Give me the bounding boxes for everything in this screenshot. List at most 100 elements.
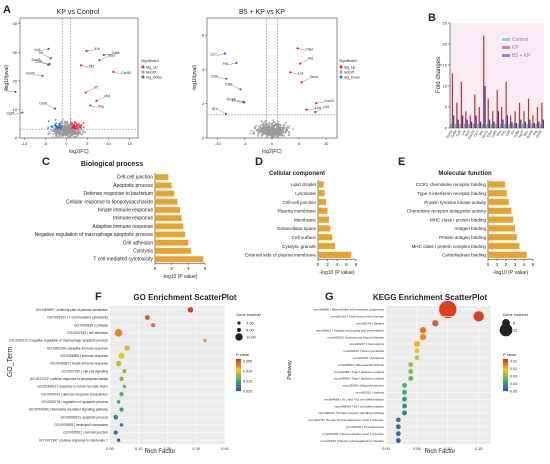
term-label: Type II interferon receptor binding bbox=[417, 191, 486, 196]
gene-label: Mx1 bbox=[104, 94, 110, 98]
volcano-point bbox=[285, 125, 288, 127]
term-label: Defense response to bacterium bbox=[84, 191, 153, 197]
term-label: MHC class I protein complex binding bbox=[411, 244, 486, 249]
volcano-point bbox=[262, 133, 265, 136]
volcano-point bbox=[257, 129, 260, 131]
term-label: GO:0019835 | cytolysis bbox=[74, 323, 108, 327]
label-leader bbox=[96, 96, 105, 102]
volcano-point bbox=[263, 128, 266, 131]
volcano-point bbox=[279, 126, 281, 129]
x-axis-label: -log10 (P value) bbox=[319, 270, 355, 276]
label-leader bbox=[217, 109, 227, 114]
fold-bar bbox=[538, 121, 540, 128]
x-tick-label: 6 bbox=[345, 262, 348, 267]
fold-bar bbox=[529, 119, 531, 128]
volcano-point bbox=[263, 121, 265, 124]
y-tick-label: 4 bbox=[202, 67, 205, 72]
term-label: Cytolysis bbox=[133, 249, 154, 255]
y-tick-label: 0 bbox=[202, 136, 205, 141]
size-legend-label: 11.00 bbox=[246, 335, 256, 340]
fold-bar bbox=[514, 111, 516, 128]
volcano-point bbox=[266, 129, 269, 132]
x-tick-label: 0.05 bbox=[413, 447, 420, 451]
fold-bar bbox=[504, 123, 506, 128]
p-legend-gradient bbox=[503, 389, 508, 392]
fold-bar bbox=[457, 119, 459, 128]
y-tick-label: 20 bbox=[13, 78, 18, 83]
term-label: mmu05332 | Graft-versus-host disease bbox=[331, 315, 385, 319]
p-legend-gradient bbox=[503, 387, 508, 390]
enrichment-point bbox=[395, 424, 401, 430]
term-label: Immune response bbox=[113, 216, 153, 222]
fold-bar bbox=[460, 81, 462, 128]
p-legend-gradient bbox=[236, 363, 241, 366]
term-bar bbox=[318, 242, 336, 250]
volcano-point bbox=[277, 135, 280, 138]
legend-entry: NoDiff bbox=[344, 71, 354, 75]
gene-label: Isg15 bbox=[7, 111, 15, 115]
gene-label: Tnf bbox=[38, 51, 43, 55]
fold-bar bbox=[450, 123, 452, 128]
term-bar bbox=[155, 223, 184, 230]
volcano-labeled-point bbox=[41, 74, 44, 77]
legend-swatch bbox=[339, 65, 343, 69]
volcano-point bbox=[65, 131, 68, 133]
fold-bar bbox=[520, 119, 522, 128]
p-legend-gradient bbox=[236, 367, 241, 369]
volcano-point bbox=[271, 130, 274, 133]
term-label: GO:0002250 | adaptive immune response bbox=[47, 346, 108, 350]
term-bar bbox=[488, 251, 527, 258]
volcano-point bbox=[47, 120, 50, 123]
volcano-point bbox=[265, 136, 268, 139]
volcano-point bbox=[284, 130, 287, 133]
y-tick-label: 20 bbox=[443, 42, 448, 47]
volcano-point bbox=[47, 126, 50, 129]
term-label: mmu04659 | Th17 cell differentiation bbox=[334, 404, 384, 408]
y-tick-label: 15 bbox=[443, 63, 448, 68]
volcano-point bbox=[49, 132, 52, 135]
panel-letter-a: A bbox=[3, 4, 11, 16]
legend-swatch bbox=[141, 75, 145, 79]
label-leader bbox=[297, 48, 306, 51]
term-label: Chemokine receptor antagonist activity bbox=[407, 209, 487, 214]
volcano-point bbox=[260, 133, 263, 136]
enrichment-point bbox=[116, 400, 121, 404]
x-axis-label: -log10 (P value) bbox=[162, 274, 198, 280]
enrichment-point bbox=[118, 352, 125, 359]
term-bar bbox=[488, 190, 507, 197]
volcano-point bbox=[58, 134, 61, 137]
volcano-point bbox=[61, 121, 64, 124]
volcano-point bbox=[267, 133, 270, 136]
volcano-point bbox=[265, 132, 268, 134]
term-label: mmu04940 | Type I diabetes mellitus bbox=[334, 377, 385, 381]
legend-entry: Sig_Up bbox=[146, 66, 158, 70]
legend-entry: Sig_Down bbox=[344, 76, 360, 80]
volcano-point bbox=[65, 123, 68, 126]
gene-label: Ifit1 bbox=[308, 57, 313, 61]
y-tick-label: 40 bbox=[13, 21, 18, 26]
x-tick-label: 0.00 bbox=[106, 447, 113, 451]
gene-label: Tbx21 bbox=[227, 98, 236, 102]
x-tick-label: -10 bbox=[21, 141, 28, 146]
p-legend-gradient bbox=[236, 387, 241, 390]
enrichment-point bbox=[203, 338, 207, 343]
label-leader bbox=[316, 102, 325, 104]
fold-bar bbox=[541, 102, 543, 128]
p-legend-gradient bbox=[236, 386, 241, 388]
p-legend-gradient bbox=[503, 359, 508, 361]
enrichment-point bbox=[408, 362, 414, 368]
category-label: Cxcl9 bbox=[535, 129, 543, 138]
volcano-point bbox=[273, 124, 276, 127]
gene-label: Irf7 bbox=[94, 85, 99, 89]
x-tick-label: 0.30 bbox=[193, 447, 200, 451]
p-legend-gradient bbox=[503, 370, 508, 372]
volcano-point bbox=[62, 118, 65, 121]
volcano-point bbox=[58, 128, 61, 131]
enrichment-point bbox=[122, 369, 127, 374]
enrichment-point bbox=[113, 430, 118, 435]
p-legend-gradient bbox=[236, 383, 241, 385]
enrichment-point bbox=[114, 329, 123, 337]
volcano-point bbox=[55, 122, 58, 125]
